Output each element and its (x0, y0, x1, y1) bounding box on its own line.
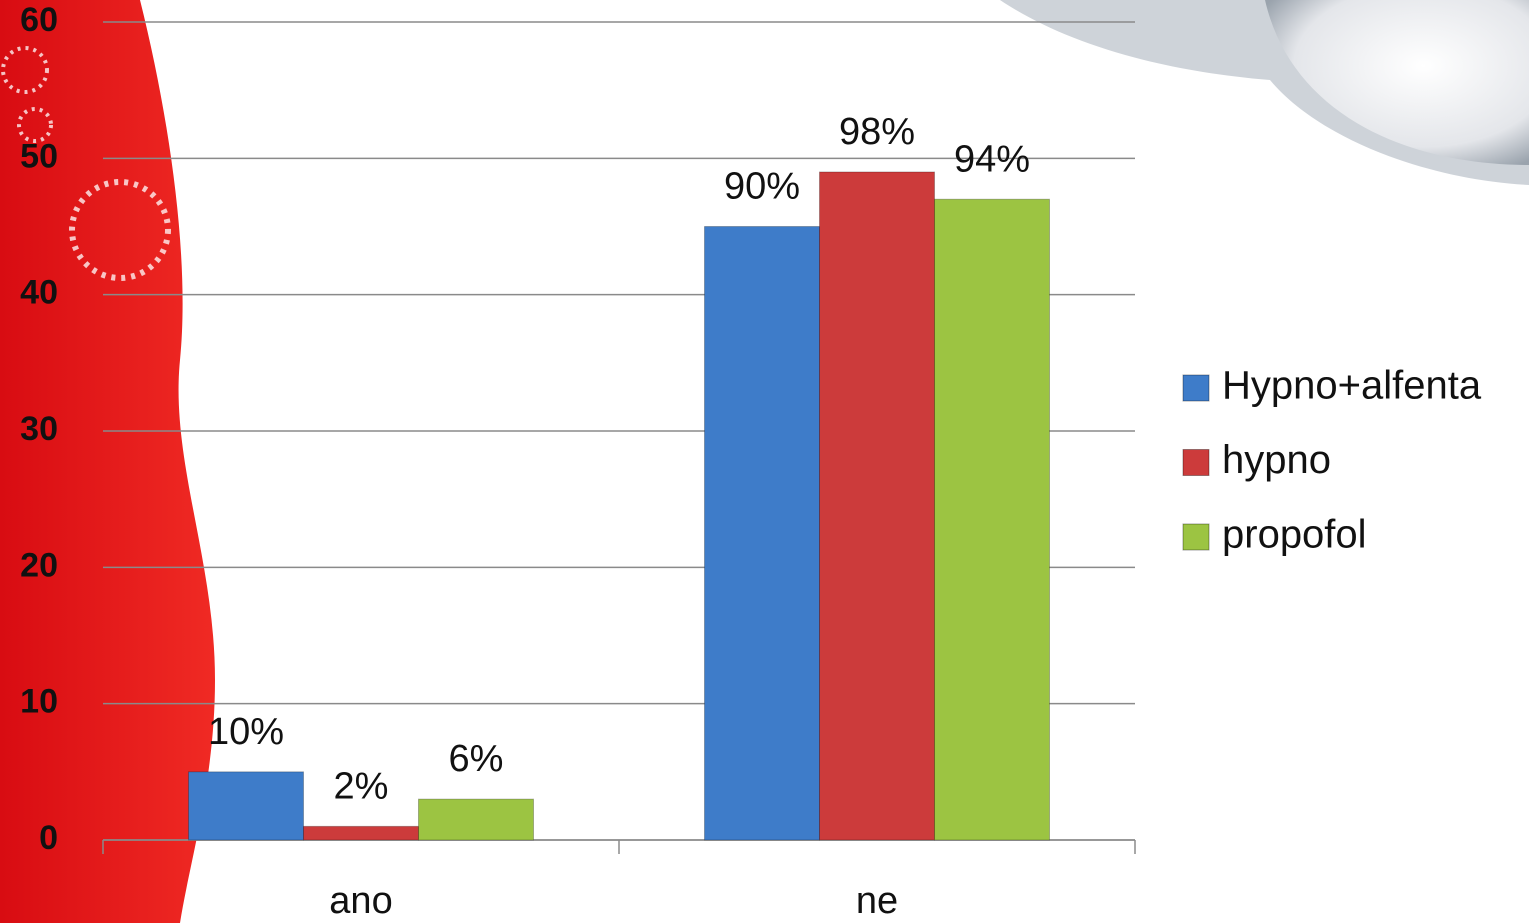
bar (303, 825, 419, 841)
legend-label: propofol (1222, 513, 1367, 557)
y-tick-label: 50 (20, 137, 58, 175)
legend-label: Hypno+alfenta (1222, 364, 1482, 408)
bar (188, 771, 304, 841)
y-tick-label: 30 (20, 410, 58, 448)
data-label: 90% (724, 166, 800, 208)
legend-swatch (1182, 374, 1210, 402)
data-label: 10% (208, 711, 284, 753)
y-tick-label: 0 (39, 819, 58, 857)
y-tick-label: 40 (20, 274, 58, 312)
y-tick-label: 10 (20, 683, 58, 721)
legend-label: hypno (1222, 438, 1331, 482)
data-label: 94% (954, 138, 1030, 180)
bar (819, 171, 935, 841)
bar (418, 798, 534, 841)
data-label: 6% (449, 738, 504, 780)
bar (934, 198, 1050, 841)
bar (704, 226, 820, 841)
legend-swatch (1182, 449, 1210, 476)
background-disc (1265, 0, 1529, 165)
background-ribbon (0, 0, 215, 923)
legend-swatch (1182, 523, 1210, 551)
y-tick-label: 20 (20, 546, 58, 584)
x-tick-label: ano (329, 880, 392, 922)
y-tick-label: 60 (20, 1, 58, 39)
data-label: 2% (334, 765, 389, 807)
x-tick-label: ne (856, 880, 898, 922)
snowflake-decoration (1, 46, 171, 281)
data-label: 98% (839, 111, 915, 153)
